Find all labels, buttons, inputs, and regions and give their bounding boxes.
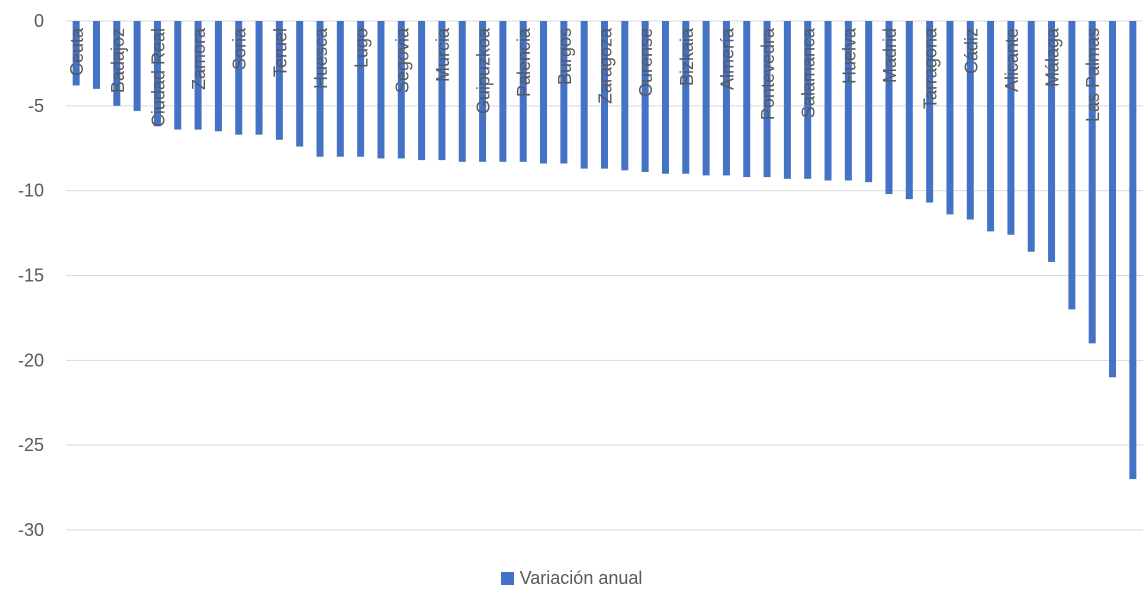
bar bbox=[194, 21, 202, 130]
bar bbox=[174, 21, 182, 130]
bar bbox=[235, 21, 243, 135]
legend-label: Variación anual bbox=[519, 568, 643, 588]
category-label: Ciudad Real bbox=[148, 28, 168, 127]
category-label: Lugo bbox=[352, 28, 372, 68]
bar bbox=[397, 21, 405, 159]
category-label: Bizkaia bbox=[677, 27, 697, 86]
y-tick-label: -20 bbox=[18, 350, 44, 370]
bar bbox=[336, 21, 344, 157]
category-label: Salamanca bbox=[799, 27, 819, 118]
category-label: Zamora bbox=[189, 27, 209, 90]
bar bbox=[418, 21, 426, 161]
legend: Variación anual bbox=[0, 568, 1143, 589]
bar bbox=[641, 21, 649, 173]
bar bbox=[885, 21, 893, 195]
bar bbox=[702, 21, 710, 176]
bar bbox=[316, 21, 324, 157]
bar bbox=[519, 21, 527, 162]
category-label: Murcia bbox=[433, 27, 453, 82]
chart-svg: 0 -5 -10 -15 -20 -25 -30 Ceuta Badajoz Ciudad Rea… bbox=[18, 11, 1143, 540]
bar bbox=[661, 21, 669, 174]
bar bbox=[1088, 21, 1096, 344]
bar bbox=[255, 21, 263, 135]
bar bbox=[722, 21, 730, 176]
bar bbox=[580, 21, 588, 169]
y-tick-label: -25 bbox=[18, 435, 44, 455]
category-label: Pontevedra bbox=[758, 27, 778, 120]
bar bbox=[783, 21, 791, 179]
bar bbox=[621, 21, 629, 171]
bar bbox=[296, 21, 304, 147]
category-label: Las Palmas bbox=[1083, 28, 1103, 122]
category-label: Guipuzkoa bbox=[474, 27, 494, 114]
bar bbox=[763, 21, 771, 178]
y-tick-label: 0 bbox=[34, 11, 44, 31]
category-label: Málaga bbox=[1043, 27, 1063, 87]
bar bbox=[926, 21, 934, 203]
y-tick-label: -10 bbox=[18, 181, 44, 201]
bar bbox=[1048, 21, 1056, 262]
bar bbox=[682, 21, 690, 174]
category-label: Huelva bbox=[839, 27, 859, 84]
legend-swatch bbox=[500, 572, 514, 585]
bar bbox=[824, 21, 832, 181]
bar bbox=[377, 21, 385, 159]
bar bbox=[72, 21, 80, 86]
category-label: Ceuta bbox=[67, 27, 87, 76]
bar bbox=[540, 21, 548, 164]
category-label: Palencia bbox=[514, 27, 534, 97]
category-label: Huesca bbox=[311, 27, 331, 89]
bar bbox=[357, 21, 365, 157]
category-label: Teruel bbox=[270, 28, 290, 77]
bar bbox=[601, 21, 608, 169]
bar bbox=[92, 21, 100, 89]
bar bbox=[865, 21, 873, 183]
category-label: Almería bbox=[717, 27, 737, 90]
bar bbox=[499, 21, 507, 162]
category-label: Madrid bbox=[880, 28, 900, 83]
bar bbox=[275, 21, 283, 140]
category-label: Ourense bbox=[636, 28, 656, 97]
bar bbox=[1068, 21, 1076, 310]
category-label: Alicante bbox=[1002, 28, 1022, 92]
category-label: Soria bbox=[230, 27, 250, 70]
bar-chart: 0 -5 -10 -15 -20 -25 -30 Ceuta Badajoz Ciudad Rea… bbox=[18, 11, 1143, 540]
category-label: Badajoz bbox=[108, 28, 128, 93]
category-label: Zaragoza bbox=[596, 27, 616, 104]
y-tick-label: -5 bbox=[28, 96, 44, 116]
bar bbox=[1109, 21, 1117, 378]
category-label: Tarragona bbox=[921, 27, 941, 109]
bar bbox=[905, 21, 913, 200]
y-tick-label: -30 bbox=[18, 520, 44, 540]
bar bbox=[438, 21, 446, 161]
bar bbox=[458, 21, 466, 162]
bar bbox=[214, 21, 222, 132]
bar bbox=[560, 21, 568, 164]
bar bbox=[479, 21, 487, 162]
bar bbox=[1027, 21, 1035, 252]
bar bbox=[987, 21, 995, 232]
bar bbox=[966, 21, 974, 220]
category-label: Segovia bbox=[392, 27, 412, 93]
bar bbox=[113, 21, 121, 106]
bar bbox=[1129, 21, 1137, 480]
category-label: Burgos bbox=[555, 28, 575, 85]
y-tick-label: -15 bbox=[18, 266, 44, 286]
bar bbox=[133, 21, 141, 111]
bar bbox=[153, 21, 161, 127]
bar bbox=[946, 21, 954, 215]
bar bbox=[844, 21, 852, 181]
bar bbox=[743, 21, 751, 178]
bar bbox=[1007, 21, 1015, 235]
bar bbox=[804, 21, 812, 179]
category-label: Cádiz bbox=[961, 28, 981, 74]
